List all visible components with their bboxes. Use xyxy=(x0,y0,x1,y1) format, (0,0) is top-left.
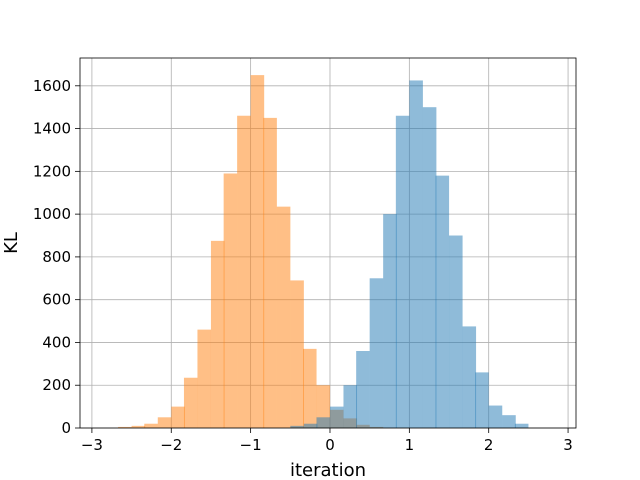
histogram-bar-series-2 xyxy=(422,107,437,429)
y-tick-label: 0 xyxy=(61,419,71,437)
histogram-bar-series-1 xyxy=(223,173,238,428)
x-tick-label: −2 xyxy=(160,436,182,454)
y-tick-label: 400 xyxy=(42,333,71,351)
histogram-bar-series-2 xyxy=(475,372,489,428)
y-axis-label: KL xyxy=(1,232,22,254)
plot-frame xyxy=(79,57,577,429)
histogram-bar-series-1 xyxy=(197,329,212,428)
histogram-bar-series-1 xyxy=(276,206,291,428)
x-tick-label: −3 xyxy=(81,436,103,454)
y-tick-label: 600 xyxy=(42,291,71,309)
y-tick-label: 1600 xyxy=(33,77,71,95)
histogram-bar-series-2 xyxy=(409,80,423,428)
histogram-bar-series-2 xyxy=(343,385,358,428)
histogram-bar-series-2 xyxy=(356,351,370,428)
histogram-bar-series-2 xyxy=(449,235,463,428)
histogram-bar-series-2 xyxy=(514,423,529,428)
histogram-bar-series-2 xyxy=(462,326,477,428)
histogram-bar-series-2 xyxy=(290,425,304,428)
axis-ticks: −3 −2 −1 0 1 2 3 0 200 400 600 800 1000 1200 1400 1600 xyxy=(33,77,573,454)
histogram-bar-series-2 xyxy=(502,415,516,428)
histogram-bar-series-2 xyxy=(395,115,410,428)
y-tick-label: 800 xyxy=(42,248,71,266)
histogram-bar-series-1 xyxy=(171,406,185,428)
histogram-bar-series-1 xyxy=(210,240,225,428)
histogram-bar-series-2 xyxy=(383,214,397,428)
histogram-bar-series-1 xyxy=(250,75,265,428)
histogram-bar-series-2 xyxy=(435,175,450,428)
y-tick-label: 1400 xyxy=(33,120,71,138)
histogram-bar-series-1 xyxy=(303,348,317,428)
histogram-bar-series-1 xyxy=(144,423,158,428)
y-tick-label: 200 xyxy=(42,376,71,394)
y-tick-label: 1200 xyxy=(33,162,71,180)
x-axis-label: iteration xyxy=(290,460,366,480)
histogram-bar-series-1 xyxy=(237,115,251,428)
histogram-bar-series-1 xyxy=(183,377,198,428)
x-tick-label: 0 xyxy=(325,436,335,454)
histogram-bar-series-1 xyxy=(118,426,132,428)
grid xyxy=(80,58,576,429)
histogram-bar-series-2 xyxy=(303,423,318,428)
x-tick-label: −1 xyxy=(240,436,262,454)
histogram-bars xyxy=(118,75,529,429)
histogram-bar-series-2 xyxy=(316,417,331,428)
histogram-bar-series-1 xyxy=(131,425,146,428)
histogram-bar-series-2 xyxy=(488,405,503,428)
y-tick-label: 1000 xyxy=(33,205,71,223)
histogram-bar-series-2 xyxy=(329,406,344,428)
x-tick-label: 3 xyxy=(563,436,573,454)
histogram-bar-series-1 xyxy=(263,117,277,428)
histogram-bar-series-2 xyxy=(369,278,384,428)
x-tick-label: 2 xyxy=(484,436,494,454)
histogram-bar-series-1 xyxy=(157,417,172,428)
histogram-bar-series-1 xyxy=(290,280,304,428)
x-tick-label: 1 xyxy=(405,436,415,454)
